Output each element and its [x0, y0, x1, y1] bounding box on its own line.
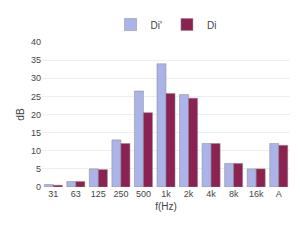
- svg-text:500: 500: [136, 189, 151, 199]
- svg-text:2k: 2k: [184, 189, 194, 199]
- svg-text:25: 25: [31, 92, 41, 102]
- svg-text:16k: 16k: [249, 189, 264, 199]
- svg-text:15: 15: [31, 128, 41, 138]
- svg-text:8k: 8k: [229, 189, 239, 199]
- svg-text:f(Hz): f(Hz): [155, 201, 177, 212]
- svg-text:31: 31: [48, 189, 58, 199]
- svg-text:40: 40: [31, 37, 41, 47]
- svg-text:4k: 4k: [206, 189, 216, 199]
- svg-text:20: 20: [31, 110, 41, 120]
- svg-text:5: 5: [36, 164, 41, 174]
- svg-text:A: A: [276, 189, 282, 199]
- svg-text:125: 125: [91, 189, 106, 199]
- svg-text:35: 35: [31, 55, 41, 65]
- svg-text:30: 30: [31, 73, 41, 83]
- svg-text:250: 250: [113, 189, 128, 199]
- svg-text:63: 63: [71, 189, 81, 199]
- svg-text:0: 0: [36, 182, 41, 192]
- svg-text:Di: Di: [207, 20, 216, 31]
- svg-text:Di': Di': [151, 20, 162, 31]
- svg-text:1k: 1k: [161, 189, 171, 199]
- svg-text:dB: dB: [15, 108, 26, 121]
- svg-text:10: 10: [31, 146, 41, 156]
